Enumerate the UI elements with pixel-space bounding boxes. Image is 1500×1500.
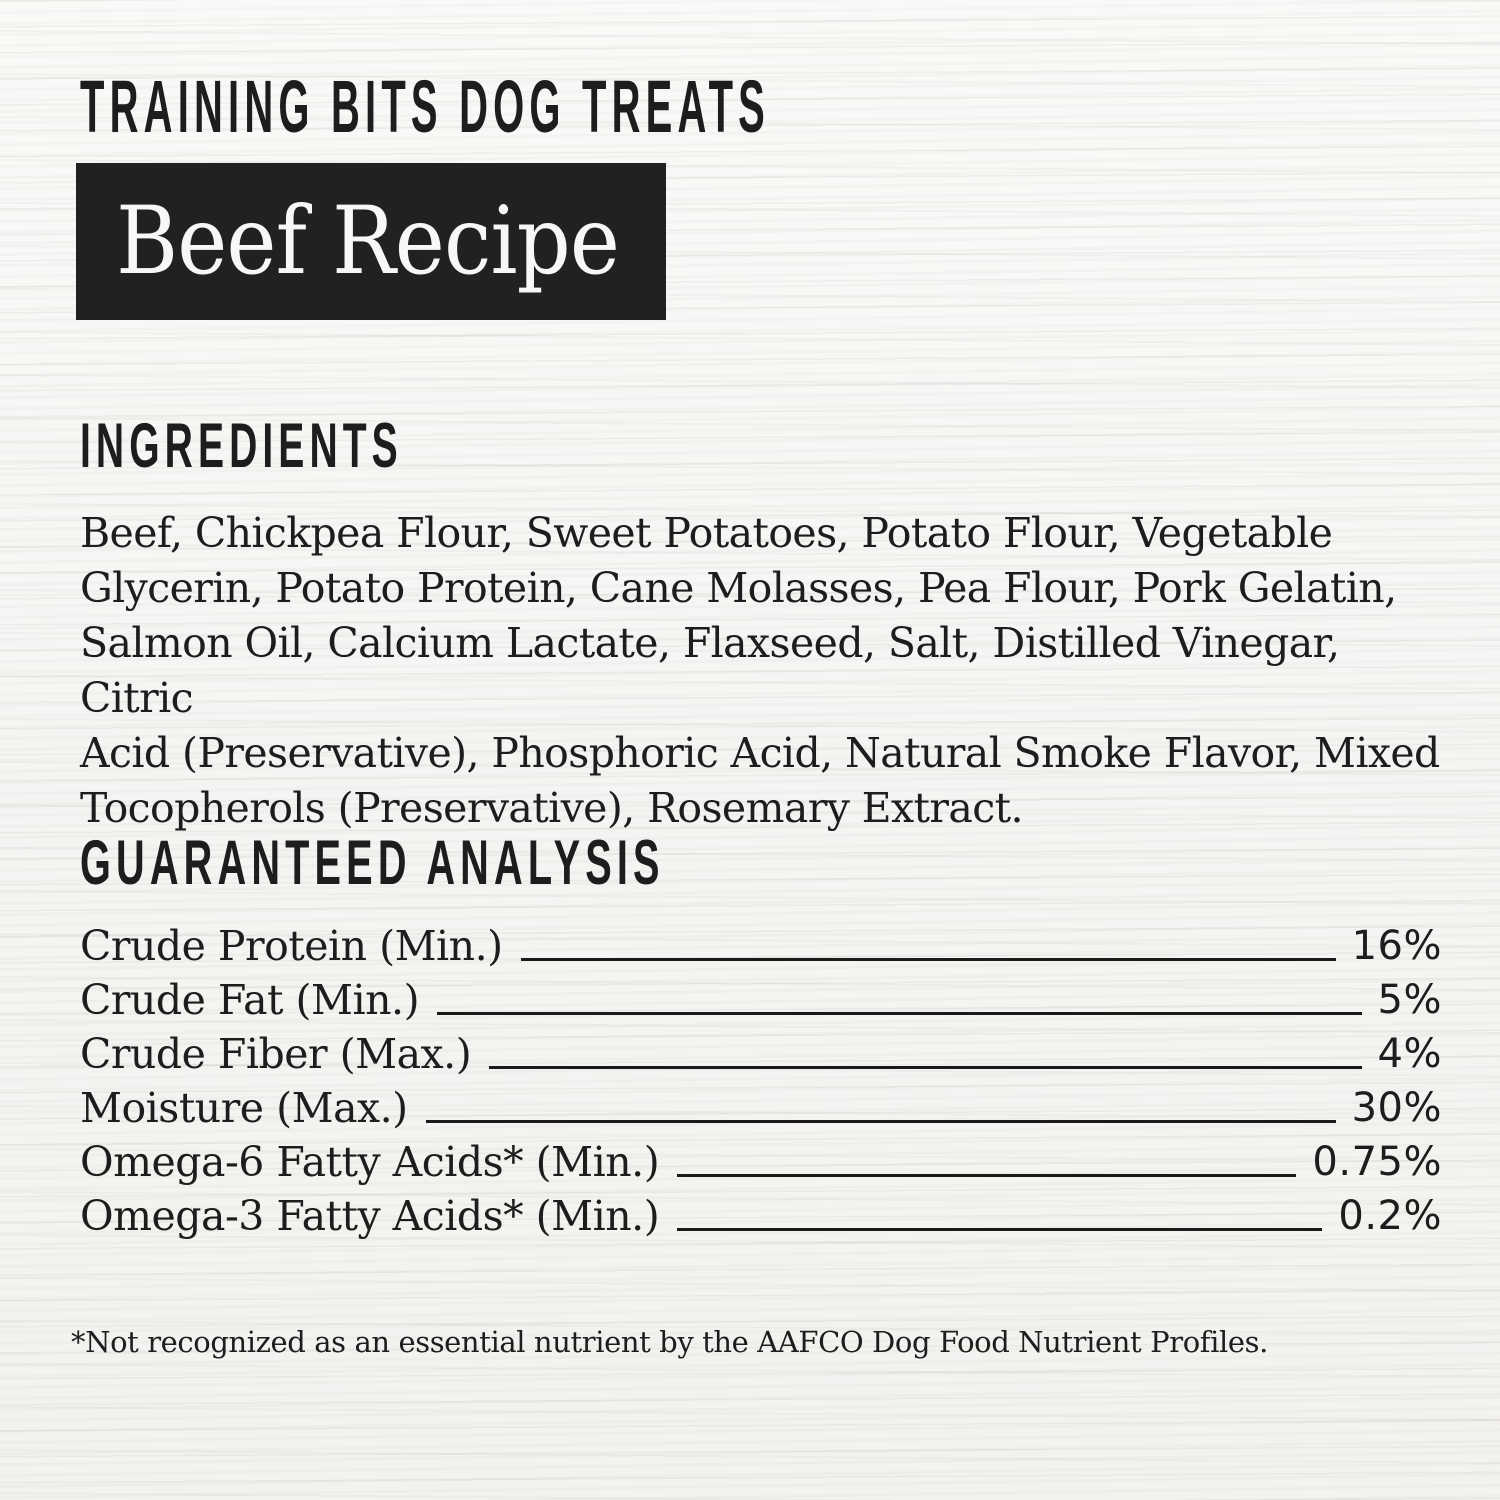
nutrient-label: Crude Protein (Min.) [80, 922, 503, 970]
brand-title: TRAINING BITS DOG TREATS [80, 65, 771, 148]
analysis-row: Moisture (Max.) 30% [80, 1078, 1442, 1132]
leader-line [677, 1174, 1297, 1177]
analysis-row: Crude Protein (Min.) 16% [80, 916, 1442, 970]
leader-line [520, 958, 1336, 961]
ingredients-list: Beef, Chickpea Flour, Sweet Potatoes, Po… [80, 509, 1440, 832]
aafco-footnote: *Not recognized as an essential nutrient… [71, 1325, 1268, 1359]
nutrient-value: 30% [1351, 1085, 1442, 1131]
guaranteed-analysis-heading: GUARANTEED ANALYSIS [80, 828, 665, 898]
nutrient-label: Crude Fat (Min.) [80, 976, 420, 1024]
nutrient-value: 16% [1351, 923, 1442, 969]
leader-line [425, 1120, 1336, 1123]
nutrient-label: Crude Fiber (Max.) [80, 1030, 472, 1078]
nutrient-label: Omega-6 Fatty Acids* (Min.) [80, 1138, 660, 1186]
analysis-row: Omega-3 Fatty Acids* (Min.) 0.2% [80, 1186, 1442, 1240]
leader-line [437, 1012, 1362, 1015]
analysis-row: Omega-6 Fatty Acids* (Min.) 0.75% [80, 1132, 1442, 1186]
ingredients-heading: INGREDIENTS [80, 411, 403, 481]
nutrient-value: 5% [1377, 977, 1442, 1023]
nutrient-label: Moisture (Max.) [80, 1084, 408, 1132]
analysis-row: Crude Fat (Min.) 5% [80, 970, 1442, 1024]
guaranteed-analysis-table: Crude Protein (Min.) 16% Crude Fat (Min.… [80, 916, 1442, 1240]
nutrient-value: 0.75% [1312, 1139, 1442, 1185]
recipe-badge: Beef Recipe [76, 163, 666, 320]
nutrient-value: 4% [1377, 1031, 1442, 1077]
nutrient-value: 0.2% [1338, 1193, 1442, 1239]
analysis-row: Crude Fiber (Max.) 4% [80, 1024, 1442, 1078]
leader-line [677, 1228, 1323, 1231]
recipe-name: Beef Recipe [116, 186, 620, 296]
leader-line [489, 1066, 1362, 1069]
nutrient-label: Omega-3 Fatty Acids* (Min.) [80, 1192, 660, 1240]
